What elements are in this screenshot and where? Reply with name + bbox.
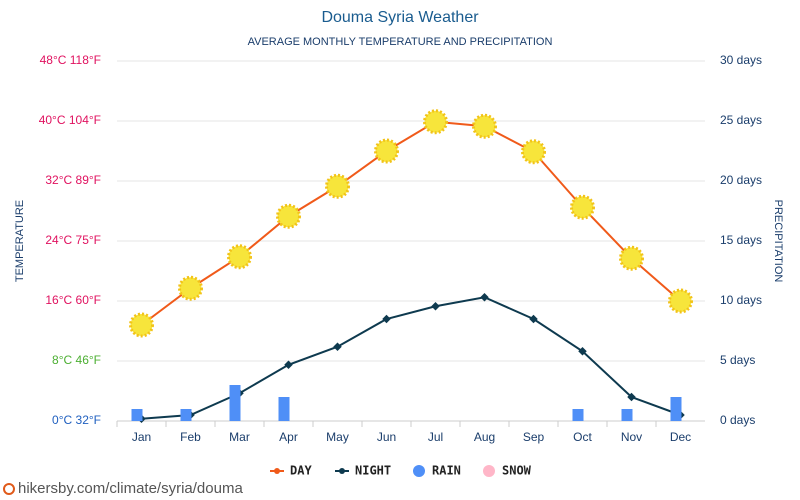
sun-marker bbox=[374, 138, 399, 164]
sun-marker bbox=[570, 194, 595, 220]
point bbox=[431, 302, 440, 311]
y2-tick-label: 15 days bbox=[720, 233, 762, 247]
y-axis-title: TEMPERATURE bbox=[14, 200, 26, 282]
bar bbox=[131, 409, 143, 421]
y2-tick-label: 30 days bbox=[720, 53, 762, 67]
x-tick-label: Nov bbox=[621, 430, 642, 444]
y2-axis-title: PRECIPITATION bbox=[772, 200, 784, 283]
point bbox=[529, 314, 538, 324]
x-tick-label: Oct bbox=[573, 430, 592, 444]
legend-swatch bbox=[413, 465, 425, 477]
sun-marker bbox=[276, 203, 301, 229]
x-tick-label: Dec bbox=[670, 430, 691, 444]
x-tick-label: Aug bbox=[474, 430, 495, 444]
y2-tick-label: 25 days bbox=[720, 113, 762, 127]
y2-tick-label: 5 days bbox=[720, 353, 755, 367]
point bbox=[382, 314, 391, 324]
point bbox=[333, 342, 342, 351]
chart-title: Douma Syria Weather bbox=[321, 9, 479, 26]
x-tick-label: Apr bbox=[279, 430, 298, 444]
sun-marker bbox=[129, 312, 154, 338]
y-tick-label: 8°C 46°F bbox=[52, 353, 101, 367]
line bbox=[141, 296, 681, 420]
x-tick-label: Feb bbox=[180, 430, 201, 444]
legend-label: RAIN bbox=[432, 464, 461, 478]
x-tick-label: Sep bbox=[523, 430, 545, 444]
point bbox=[578, 347, 587, 356]
bar bbox=[229, 385, 241, 421]
bar bbox=[180, 409, 192, 421]
y-tick-label: 32°C 89°F bbox=[45, 173, 101, 187]
sun-marker bbox=[521, 139, 546, 165]
y-tick-label: 48°C 118°F bbox=[40, 53, 101, 67]
y-tick-label: 0°C 32°F bbox=[52, 413, 101, 427]
sun-marker bbox=[668, 288, 693, 314]
legend-swatch bbox=[274, 468, 280, 474]
y2-tick-label: 20 days bbox=[720, 173, 762, 187]
bar bbox=[278, 397, 290, 421]
sun-marker bbox=[227, 244, 252, 270]
footer-icon bbox=[3, 483, 15, 495]
sun-marker bbox=[472, 113, 497, 139]
legend-label: NIGHT bbox=[355, 464, 391, 478]
footer: hikersby.com/climate/syria/douma bbox=[18, 480, 243, 497]
sun-marker bbox=[178, 275, 203, 301]
x-tick-label: Jul bbox=[428, 430, 443, 444]
bar bbox=[572, 409, 584, 421]
legend-label: SNOW bbox=[502, 464, 532, 478]
point bbox=[284, 360, 293, 369]
y-tick-label: 24°C 75°F bbox=[45, 233, 101, 247]
y2-tick-label: 10 days bbox=[720, 293, 762, 307]
y-tick-label: 16°C 60°F bbox=[45, 293, 101, 307]
point bbox=[480, 293, 489, 302]
bar bbox=[670, 397, 682, 421]
x-tick-label: Jun bbox=[377, 430, 396, 444]
point bbox=[627, 392, 636, 402]
legend-swatch bbox=[339, 468, 345, 474]
legend-label: DAY bbox=[290, 464, 312, 478]
y-tick-label: 40°C 104°F bbox=[39, 113, 101, 127]
chart-subtitle: AVERAGE MONTHLY TEMPERATURE AND PRECIPIT… bbox=[248, 36, 553, 48]
x-tick-label: Mar bbox=[229, 430, 250, 444]
sun-marker bbox=[325, 173, 350, 199]
sun-marker bbox=[423, 109, 448, 135]
legend-swatch bbox=[483, 465, 495, 477]
y2-tick-label: 0 days bbox=[720, 413, 755, 427]
bar bbox=[621, 409, 633, 421]
x-tick-label: May bbox=[326, 430, 349, 444]
sun-marker bbox=[619, 245, 644, 271]
x-tick-label: Jan bbox=[132, 430, 151, 444]
line bbox=[140, 120, 682, 326]
